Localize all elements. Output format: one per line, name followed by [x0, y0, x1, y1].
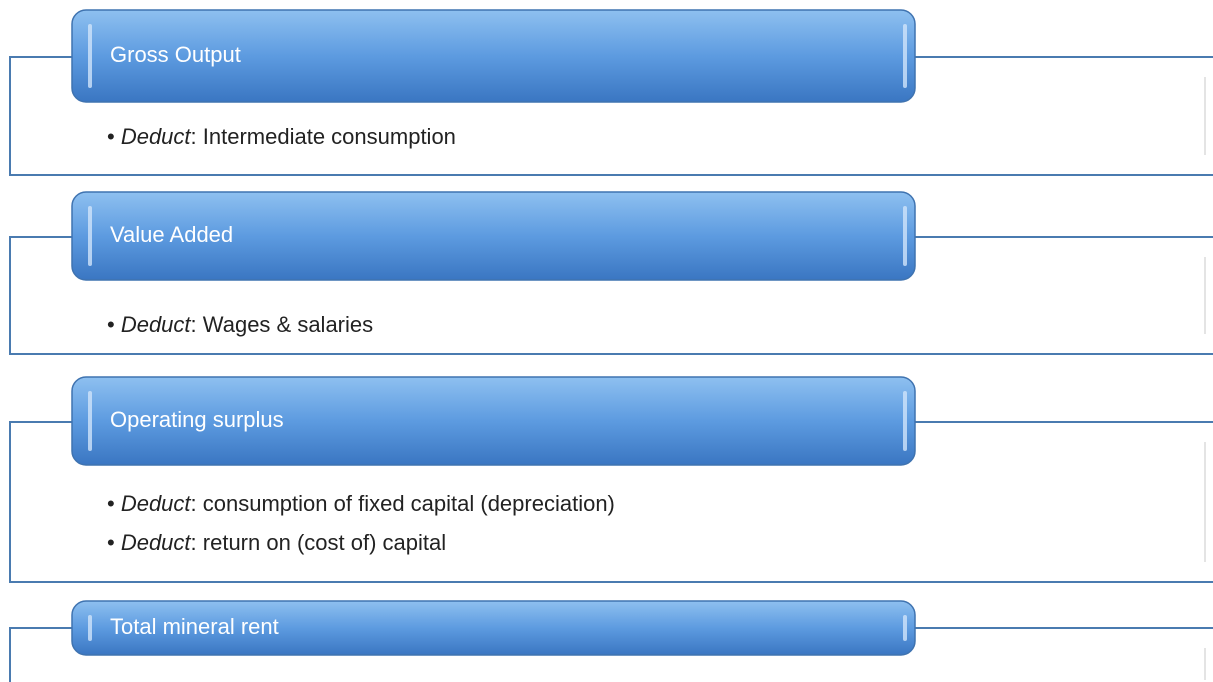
item-prefix: Deduct	[121, 491, 192, 516]
deduction-item: • Deduct: Intermediate consumption	[107, 124, 456, 149]
bullet: •	[107, 530, 121, 555]
block-title: Operating surplus	[110, 407, 284, 432]
header-accent	[88, 615, 92, 641]
block-title: Value Added	[110, 222, 233, 247]
deduction-item: • Deduct: consumption of fixed capital (…	[107, 491, 615, 516]
header-accent	[88, 206, 92, 266]
header-accent	[88, 391, 92, 451]
bullet: •	[107, 491, 121, 516]
block-frame	[9, 421, 1213, 583]
header-accent	[903, 206, 907, 266]
deduction-item: • Deduct: Wages & salaries	[107, 312, 373, 337]
block-frame	[9, 56, 1213, 176]
deduction-item: • Deduct: return on (cost of) capital	[107, 530, 446, 555]
block-header	[71, 376, 916, 466]
header-accent	[903, 615, 907, 641]
header-accent	[903, 24, 907, 88]
item-prefix: Deduct	[121, 312, 192, 337]
bullet: •	[107, 312, 121, 337]
block-title: Gross Output	[110, 42, 241, 67]
item-text: : Wages & salaries	[191, 312, 374, 337]
item-text: : Intermediate consumption	[191, 124, 456, 149]
block-frame	[9, 236, 1213, 355]
header-accent	[88, 24, 92, 88]
item-text: : consumption of fixed capital (deprecia…	[191, 491, 615, 516]
header-accent	[903, 391, 907, 451]
item-text: : return on (cost of) capital	[191, 530, 447, 555]
item-prefix: Deduct	[121, 124, 192, 149]
block-header	[71, 9, 916, 103]
block-header	[71, 191, 916, 281]
bullet: •	[107, 124, 121, 149]
block-frame	[9, 627, 1213, 682]
item-prefix: Deduct	[121, 530, 192, 555]
block-header	[71, 600, 916, 656]
block-title: Total mineral rent	[110, 614, 279, 639]
